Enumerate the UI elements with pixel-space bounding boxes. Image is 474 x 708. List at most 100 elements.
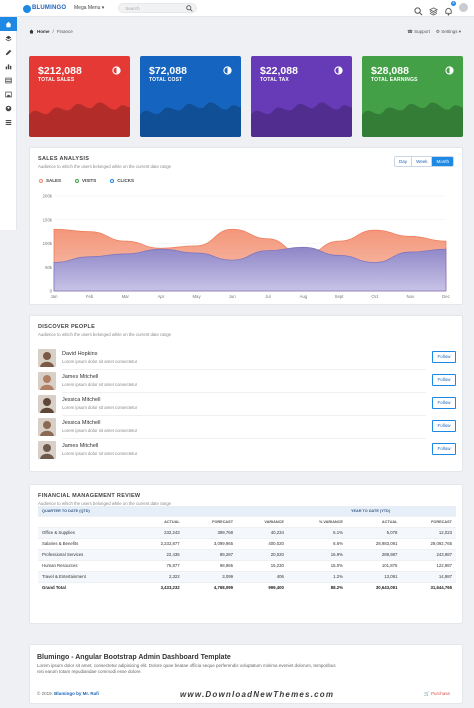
table-cell: 232,243 xyxy=(133,527,184,539)
table-cell: 3,099,965 xyxy=(183,538,238,550)
stat-card-total-earnings[interactable]: $28,088 TOTAL EARNINGS xyxy=(362,56,463,137)
y-tick-label: 0 xyxy=(50,289,53,294)
table-cell: 98,965 xyxy=(183,560,238,572)
follow-button[interactable]: Follow xyxy=(432,374,456,386)
table-cell: 14,987 xyxy=(401,571,456,583)
person-row: James Mitchell Lorem ipsum dolor sit amet… xyxy=(38,372,456,393)
stat-card-total-tax[interactable]: $22,088 TOTAL TAX xyxy=(251,56,352,137)
legend-sales[interactable]: SALES xyxy=(39,178,61,183)
stat-value: $22,088 xyxy=(260,65,298,77)
table-cell: Human Resources xyxy=(38,560,134,572)
table-row: Human Resources 76,877 98,965 15,230 15.0% 10… xyxy=(38,560,456,572)
column-header: FORECAST xyxy=(401,516,456,528)
period-week[interactable]: Week xyxy=(412,157,433,166)
user-avatar[interactable] xyxy=(459,3,468,12)
x-tick-label: Oct xyxy=(371,294,378,299)
settings-label: Settings xyxy=(441,29,458,34)
person-name[interactable]: James Mitchell xyxy=(62,374,99,380)
table-cell: 289,987 xyxy=(346,549,402,561)
sidebar-item-home[interactable] xyxy=(0,17,17,31)
sidebar-item-edit[interactable] xyxy=(0,45,17,59)
column-header: VARIANCE xyxy=(237,516,288,528)
stat-label: TOTAL SALES xyxy=(38,77,75,83)
x-tick-label: Nov xyxy=(407,294,415,299)
legend-clicks[interactable]: CLICKS xyxy=(110,178,134,183)
card-wave xyxy=(362,102,463,137)
person-name[interactable]: Jessica Mitchell xyxy=(62,397,101,403)
user-icon xyxy=(5,105,12,111)
x-tick-label: Jan xyxy=(51,294,59,299)
support-label: Support xyxy=(414,29,430,34)
sales-analysis-title: SALES ANALYSIS xyxy=(38,156,90,162)
support-link[interactable]: ☎ Support xyxy=(407,29,430,34)
chart-legend: SALES VISITS CLICKS xyxy=(39,178,134,183)
sidebar-item-media[interactable] xyxy=(0,87,17,101)
person-photo xyxy=(38,349,56,367)
sidebar-item-tables[interactable] xyxy=(0,73,17,87)
table-cell: 40,234 xyxy=(237,527,288,539)
logo-icon xyxy=(23,4,31,13)
person-name[interactable]: Jessica Mitchell xyxy=(62,420,101,426)
x-tick-label: Feb xyxy=(86,294,94,299)
period-month[interactable]: Month xyxy=(432,157,453,166)
table-cell: 6.6% xyxy=(287,538,347,550)
follow-button[interactable]: Follow xyxy=(432,351,456,363)
copyright-prefix: © 2019. xyxy=(37,691,53,696)
table-cell: 29,092,765 xyxy=(401,538,456,550)
search-toggle-icon[interactable] xyxy=(414,3,423,16)
financial-title: FINANCIAL MANAGEMENT REVIEW xyxy=(38,493,141,499)
stat-card-total-cost[interactable]: $72,088 TOTAL COST xyxy=(140,56,241,137)
total-cell: 88.2% xyxy=(330,585,343,591)
image-icon xyxy=(5,91,12,97)
person-photo xyxy=(38,418,56,436)
search-icon[interactable] xyxy=(186,5,193,12)
follow-button[interactable]: Follow xyxy=(432,420,456,432)
follow-button[interactable]: Follow xyxy=(432,443,456,455)
mega-menu-dropdown[interactable]: Mega Menu ▾ xyxy=(74,5,105,11)
table-cell: 1.2% xyxy=(287,571,347,583)
home-icon xyxy=(29,29,34,34)
half-circle-icon xyxy=(223,66,232,75)
search-input[interactable]: Search xyxy=(118,3,198,13)
search-placeholder: Search xyxy=(125,5,140,11)
copyright-brand-link[interactable]: Blumingo by Mr. Rafi xyxy=(54,691,99,696)
legend-visits[interactable]: VISITS xyxy=(75,178,96,183)
row-divider xyxy=(62,415,426,416)
table-cell: 5,078 xyxy=(346,527,402,539)
person-row: Jessica Mitchell Lorem ipsum dolor sit am… xyxy=(38,418,456,439)
table-cell: 13,091 xyxy=(346,571,402,583)
follow-button[interactable]: Follow xyxy=(432,397,456,409)
purchase-link[interactable]: 🛒 Purchase xyxy=(424,691,450,696)
bar-chart-icon xyxy=(5,63,12,69)
sidebar-item-list[interactable] xyxy=(0,115,17,129)
series-area-clicks[interactable] xyxy=(53,246,447,292)
brand-name: BLUMINGO xyxy=(32,5,67,11)
person-name[interactable]: David Hopkins xyxy=(62,351,98,357)
group-qtd: QUARTER TO DATE (QTD) xyxy=(38,506,347,517)
period-day[interactable]: Day xyxy=(395,157,413,166)
settings-link[interactable]: ⚙ Settings ▾ xyxy=(435,29,461,34)
home-icon xyxy=(5,21,12,27)
notifications-badge: 6 xyxy=(451,1,456,6)
legend-clicks-swatch xyxy=(110,178,115,183)
person-name[interactable]: James Mitchell xyxy=(62,443,99,449)
column-header xyxy=(38,516,134,528)
sidebar-item-users[interactable] xyxy=(0,101,17,115)
table-cell: 406 xyxy=(237,571,288,583)
table-cell: 20,020 xyxy=(237,549,288,561)
layers-icon[interactable] xyxy=(428,3,439,16)
x-tick-label: Mar xyxy=(122,294,130,299)
anchor-icon xyxy=(112,66,121,75)
breadcrumb-home[interactable]: Home xyxy=(37,29,50,34)
person-description: Lorem ipsum dolor sit amet consectetur xyxy=(62,451,138,456)
row-divider xyxy=(62,392,426,393)
stat-card-total-sales[interactable]: $212,088 TOTAL SALES xyxy=(29,56,130,137)
sidebar-item-charts[interactable] xyxy=(0,59,17,73)
brand-logo[interactable]: BLUMINGO xyxy=(0,0,66,17)
x-tick-label: Sept xyxy=(335,294,345,299)
notifications-bell-icon[interactable]: 6 xyxy=(444,1,456,16)
sidebar-item-layers[interactable] xyxy=(0,31,17,45)
legend-visits-swatch xyxy=(75,178,80,183)
pie-icon xyxy=(334,66,343,75)
top-navbar: BLUMINGO Mega Menu ▾ Search 6 xyxy=(0,0,474,17)
